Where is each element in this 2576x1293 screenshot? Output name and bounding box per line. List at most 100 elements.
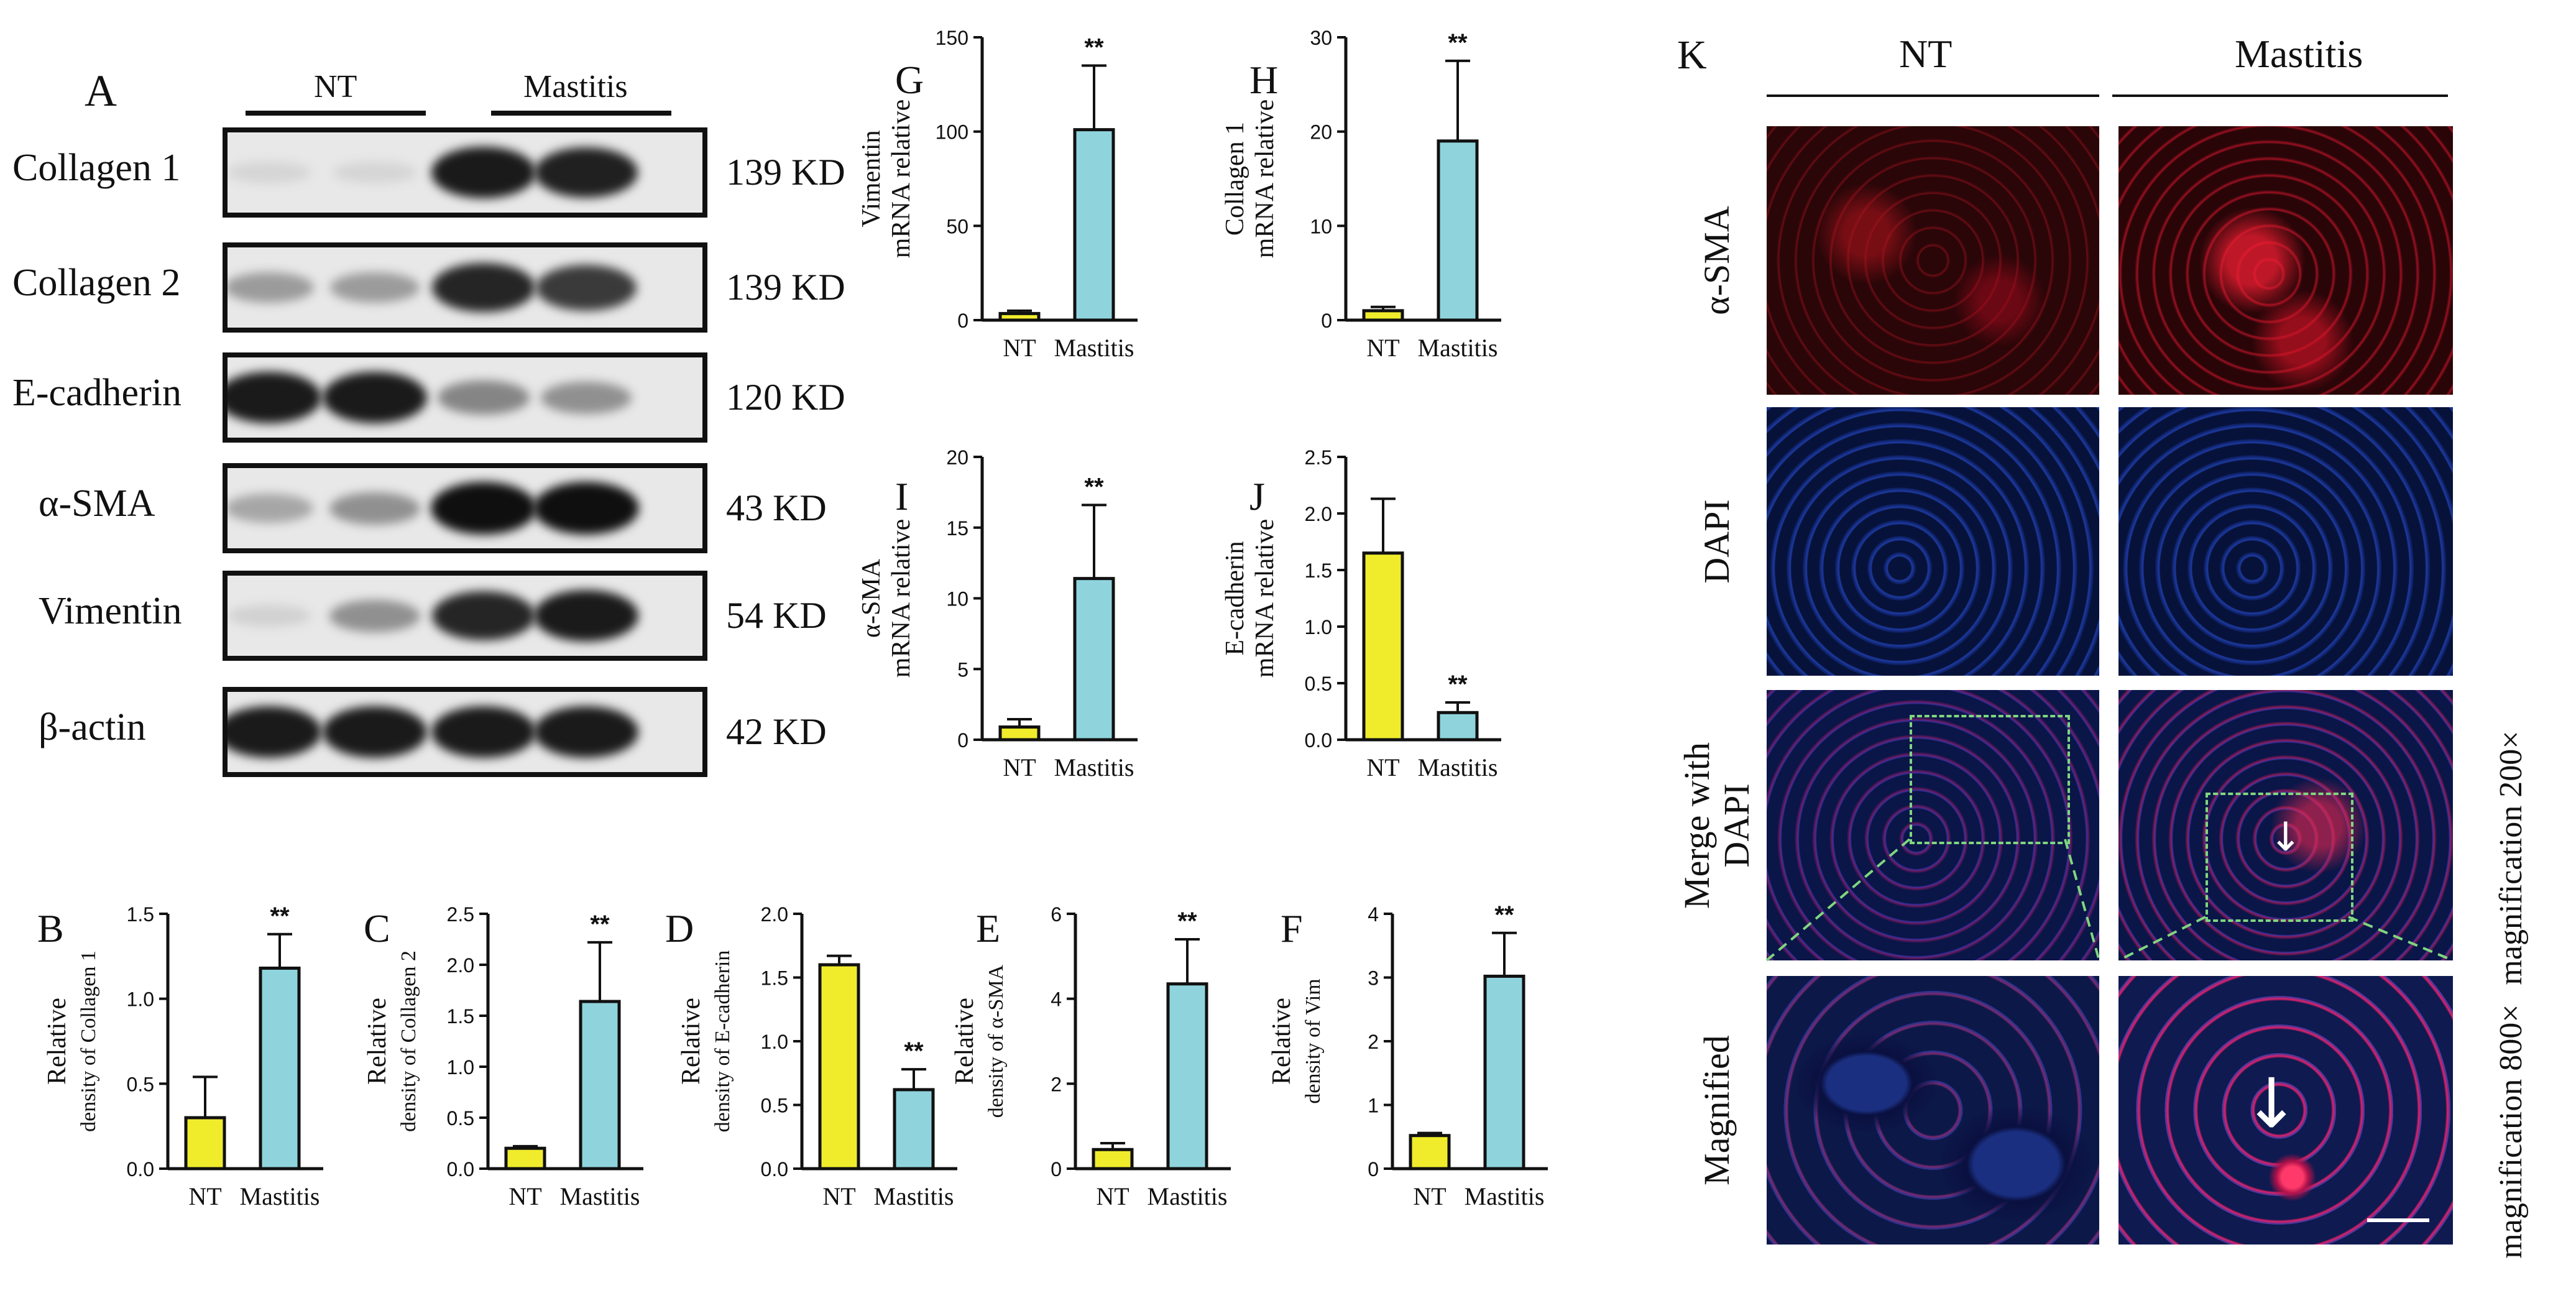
if-image-blue-mastitis xyxy=(2118,407,2453,676)
bar-nt xyxy=(998,725,1041,742)
blot-band xyxy=(228,706,321,758)
y-axis-label-line-2: mRNA relative xyxy=(1251,519,1279,678)
y-axis-label: α-SMA mRNA relative xyxy=(857,519,916,678)
y-tick-label: 0 xyxy=(1321,310,1332,332)
y-axis-label-line-1: Relative xyxy=(1267,998,1296,1085)
y-tick-label: 2 xyxy=(1051,1073,1062,1095)
blot-size-label: 42 KD xyxy=(726,711,827,752)
y-axis-label-line-1: Collagen 1 xyxy=(1221,122,1249,236)
blot-band xyxy=(228,604,311,627)
x-category-label: NT xyxy=(822,1182,855,1210)
y-axis-label-line-2: mRNA relative xyxy=(887,99,916,258)
y-tick-label: 1.0 xyxy=(1305,616,1332,638)
scale-bar xyxy=(2367,1218,2429,1222)
y-tick-label: 20 xyxy=(1310,121,1332,144)
bar-nt xyxy=(1362,551,1404,742)
significance-marker: ** xyxy=(1084,473,1104,500)
blot-band xyxy=(536,264,637,311)
y-tick-label: 3 xyxy=(1368,967,1379,990)
zoom-connector xyxy=(2118,916,2206,962)
blot-size-label: 43 KD xyxy=(726,487,827,528)
bar-nt xyxy=(818,963,860,1171)
if-group-mastitis: Mastitis xyxy=(2235,32,2363,76)
blot-size-label: 54 KD xyxy=(726,595,827,636)
magnification-800-label: magnification 800× xyxy=(2493,1004,2529,1259)
y-axis-label: Vimentin mRNA relative xyxy=(857,99,916,258)
if-group-mastitis-line xyxy=(2112,94,2448,97)
y-axis-label-line-2: density of α-SMA xyxy=(985,964,1008,1118)
if-group-nt-line xyxy=(1767,94,2099,97)
y-tick-label: 0.0 xyxy=(127,1158,154,1180)
bar-chart-e: E Relative density of α-SMA 0 2 4 6 NT Mastitis *… xyxy=(950,903,1231,1210)
y-tick-label: 0 xyxy=(957,310,968,332)
y-axis-label: Relative density of Collagen 1 xyxy=(43,950,100,1132)
significance-marker: ** xyxy=(270,903,290,930)
y-tick-label: 100 xyxy=(936,121,968,144)
blot-strip xyxy=(223,127,707,218)
if-image-merge-mastitis: ↓ xyxy=(2118,690,2453,960)
x-category-label: NT xyxy=(1096,1182,1129,1210)
blot-band xyxy=(533,482,639,535)
arrow-icon: ↓ xyxy=(2269,814,2302,860)
if-image-mag-nt xyxy=(1767,976,2099,1245)
panel-label-b: B xyxy=(37,906,64,950)
significance-marker: ** xyxy=(1177,908,1197,935)
bar-chart-f: F Relative density of Vim 0 1 2 3 4 NT Mastitis ** xyxy=(1267,901,1548,1210)
y-tick-label: 30 xyxy=(1310,27,1332,49)
bar-mastitis xyxy=(1073,577,1115,742)
blot-strip xyxy=(223,687,707,777)
bar-nt xyxy=(504,1146,546,1171)
significance-marker: ** xyxy=(1448,29,1468,57)
bar-mastitis xyxy=(1483,974,1525,1171)
significance-marker: ** xyxy=(1084,34,1104,62)
y-axis-label-line-1: Relative xyxy=(677,998,706,1085)
bar-nt xyxy=(998,311,1041,322)
y-tick-label: 0.5 xyxy=(761,1095,788,1117)
blot-band xyxy=(431,706,536,758)
blot-protein-label: Collagen 1 xyxy=(12,147,181,189)
bar-chart-j: JE-cadherin mRNA relative 0.0 0.5 1.0 1.5 2.0 2… xyxy=(1221,446,1501,781)
y-tick-label: 0 xyxy=(957,729,968,752)
blot-band xyxy=(438,380,530,415)
y-tick-label: 0 xyxy=(1051,1158,1062,1180)
y-tick-label: 1.5 xyxy=(447,1005,474,1028)
if-row-label: Merge with DAPI xyxy=(1677,742,1757,909)
y-tick-label: 1.0 xyxy=(447,1056,474,1079)
bar-mastitis xyxy=(259,966,301,1171)
blot-band xyxy=(228,272,314,303)
if-image-mag-mastitis: ↓ xyxy=(2118,976,2453,1245)
bar-nt xyxy=(1409,1134,1451,1171)
y-tick-label: 0.5 xyxy=(1305,673,1332,695)
y-tick-label: 5 xyxy=(957,658,968,681)
y-tick-label: 0 xyxy=(1368,1158,1379,1180)
y-axis-label-line-1: Relative xyxy=(43,998,71,1085)
y-tick-label: 0.0 xyxy=(447,1158,474,1180)
if-image-merge-nt xyxy=(1767,690,2099,960)
panel-label-d: D xyxy=(665,906,694,950)
blot-band xyxy=(534,706,638,758)
blot-protein-label: E-cadherin xyxy=(12,372,182,414)
bar-nt xyxy=(1362,309,1404,322)
y-axis-label-line-1: Relative xyxy=(950,998,979,1085)
x-category-label: NT xyxy=(1003,334,1036,362)
blot-band xyxy=(329,599,420,632)
x-category-label: Mastitis xyxy=(1054,753,1134,781)
blot-protein-label: α-SMA xyxy=(39,482,155,525)
blot-band xyxy=(329,492,420,525)
panel-label-g: G xyxy=(895,58,924,102)
if-group-nt: NT xyxy=(1899,32,1953,76)
bar-mastitis xyxy=(579,1000,621,1171)
y-tick-label: 50 xyxy=(946,215,968,237)
panel-label-f: F xyxy=(1281,906,1303,950)
blot-band xyxy=(323,706,427,758)
blot-band xyxy=(333,162,416,183)
y-tick-label: 4 xyxy=(1368,903,1379,926)
x-category-label: NT xyxy=(508,1182,541,1210)
blot-band xyxy=(431,482,536,535)
blot-band xyxy=(330,272,420,303)
x-category-label: Mastitis xyxy=(1418,753,1498,781)
x-category-label: NT xyxy=(1003,753,1036,781)
blot-band xyxy=(534,590,638,642)
if-image-red-nt xyxy=(1767,126,2099,395)
